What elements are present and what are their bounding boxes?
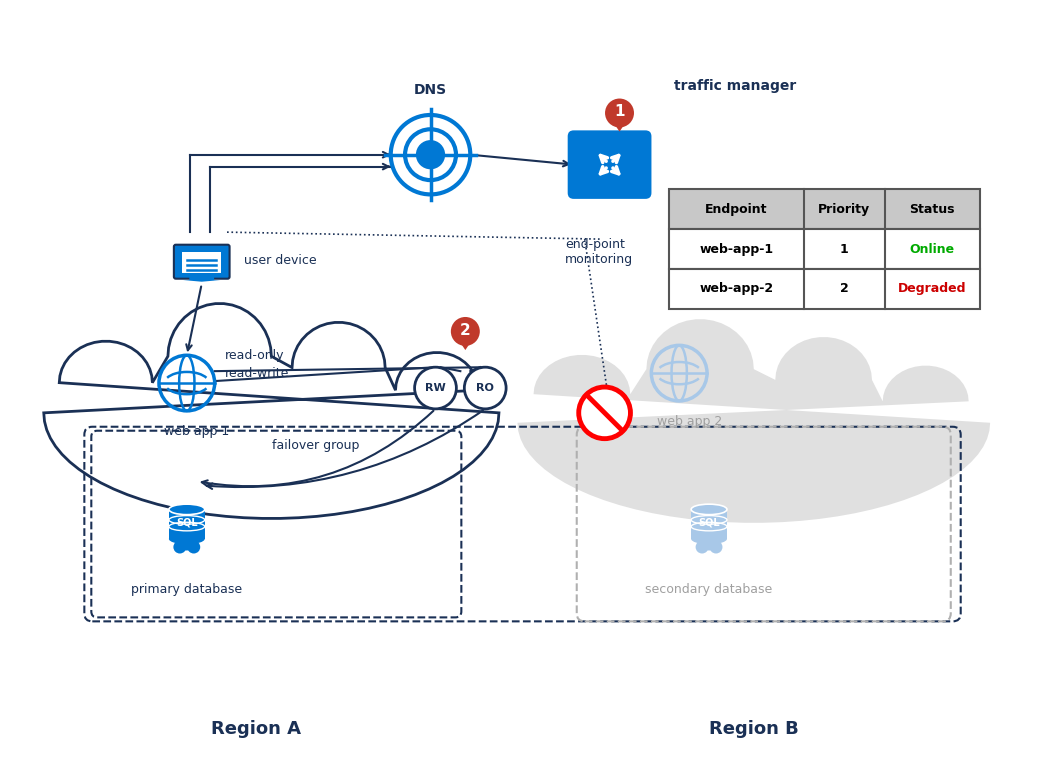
Text: secondary database: secondary database <box>646 583 772 596</box>
Circle shape <box>420 143 442 166</box>
Text: DNS: DNS <box>414 83 447 97</box>
Bar <box>691 510 727 539</box>
Text: 1: 1 <box>614 104 625 119</box>
Polygon shape <box>608 114 631 132</box>
Text: Endpoint: Endpoint <box>705 203 768 216</box>
Circle shape <box>710 540 723 554</box>
Text: 2: 2 <box>460 323 471 337</box>
Text: Status: Status <box>909 203 955 216</box>
PathPatch shape <box>517 319 991 523</box>
Ellipse shape <box>169 504 205 514</box>
Text: read-only: read-only <box>225 348 284 362</box>
Circle shape <box>173 540 187 554</box>
Text: web app 2: web app 2 <box>656 415 722 428</box>
Circle shape <box>464 367 506 409</box>
Circle shape <box>415 367 457 409</box>
FancyBboxPatch shape <box>669 189 980 229</box>
Text: 2: 2 <box>840 282 848 295</box>
Text: RO: RO <box>476 383 494 393</box>
Bar <box>169 510 205 539</box>
Text: Region B: Region B <box>709 720 799 738</box>
Circle shape <box>188 540 200 554</box>
Text: user device: user device <box>244 254 316 268</box>
Circle shape <box>702 535 717 550</box>
FancyBboxPatch shape <box>568 130 651 199</box>
Ellipse shape <box>169 534 205 544</box>
Text: end-point
monitoring: end-point monitoring <box>564 238 633 266</box>
Text: Region A: Region A <box>211 720 302 738</box>
Text: web-app-1: web-app-1 <box>699 243 773 255</box>
Text: web-app-2: web-app-2 <box>699 282 773 295</box>
Circle shape <box>579 387 631 438</box>
Text: Degraded: Degraded <box>898 282 966 295</box>
Circle shape <box>605 99 634 128</box>
Text: Online: Online <box>909 243 955 255</box>
Text: RW: RW <box>425 383 446 393</box>
Text: Priority: Priority <box>819 203 870 216</box>
FancyBboxPatch shape <box>669 229 980 269</box>
FancyBboxPatch shape <box>183 251 222 273</box>
Circle shape <box>695 540 709 554</box>
Text: SQL: SQL <box>698 518 720 527</box>
FancyBboxPatch shape <box>174 245 230 279</box>
FancyBboxPatch shape <box>669 269 980 309</box>
Text: read-write: read-write <box>225 366 289 380</box>
Text: primary database: primary database <box>131 583 243 596</box>
Circle shape <box>179 535 195 550</box>
Ellipse shape <box>691 534 727 544</box>
PathPatch shape <box>43 304 499 518</box>
Text: failover group: failover group <box>272 438 360 452</box>
Circle shape <box>450 317 480 346</box>
Text: 1: 1 <box>840 243 848 255</box>
Polygon shape <box>454 333 477 350</box>
Text: web app 1: web app 1 <box>165 424 229 438</box>
Ellipse shape <box>691 504 727 514</box>
Text: traffic manager: traffic manager <box>674 79 797 93</box>
Text: SQL: SQL <box>176 518 197 527</box>
FancyArrow shape <box>184 276 220 282</box>
